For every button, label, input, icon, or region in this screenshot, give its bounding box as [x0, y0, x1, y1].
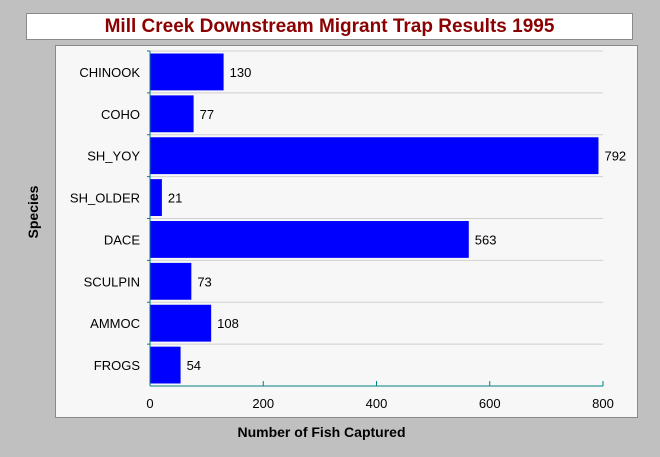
- category-label: COHO: [101, 107, 140, 122]
- value-label: 130: [230, 65, 252, 80]
- bar-dace: [150, 221, 469, 258]
- category-label: SCULPIN: [84, 274, 140, 289]
- value-label: 21: [168, 191, 182, 206]
- bar-sculpin: [150, 262, 192, 300]
- category-label: FROGS: [94, 358, 141, 373]
- x-tick-label: 400: [366, 396, 388, 411]
- category-label: DACE: [104, 232, 140, 247]
- value-label: 792: [604, 149, 626, 164]
- x-tick-label: 200: [252, 396, 274, 411]
- category-label: SH_YOY: [87, 149, 140, 164]
- axes: [147, 50, 604, 387]
- category-label: SH_OLDER: [70, 191, 140, 206]
- x-axis-title: Number of Fish Captured: [237, 424, 406, 440]
- bars: [150, 53, 599, 384]
- grid-lines: [150, 50, 603, 387]
- x-tick-label: 600: [479, 396, 501, 411]
- value-label: 77: [200, 107, 214, 122]
- y-axis-title: Species: [25, 185, 41, 239]
- value-label: 108: [217, 316, 239, 331]
- value-label: 563: [475, 232, 497, 247]
- category-label: CHINOOK: [79, 65, 140, 80]
- bar-chinook: [150, 53, 224, 91]
- bar-coho: [150, 95, 194, 133]
- value-label: 73: [197, 274, 211, 289]
- x-tick-label: 0: [146, 396, 153, 411]
- bar-sh_yoy: [150, 137, 599, 175]
- category-label: AMMOC: [90, 316, 140, 331]
- bar-ammoc: [150, 304, 212, 342]
- bar-sh_older: [150, 179, 162, 216]
- labels: 130 CHINOOK 77 COHO 792 SH_YOY 21 SH_OLDER 563 DA…: [70, 65, 626, 411]
- x-tick-label: 800: [592, 396, 614, 411]
- bar-frogs: [150, 346, 181, 384]
- chart-title: Mill Creek Downstream Migrant Trap Resul…: [26, 13, 633, 40]
- value-label: 54: [187, 358, 201, 373]
